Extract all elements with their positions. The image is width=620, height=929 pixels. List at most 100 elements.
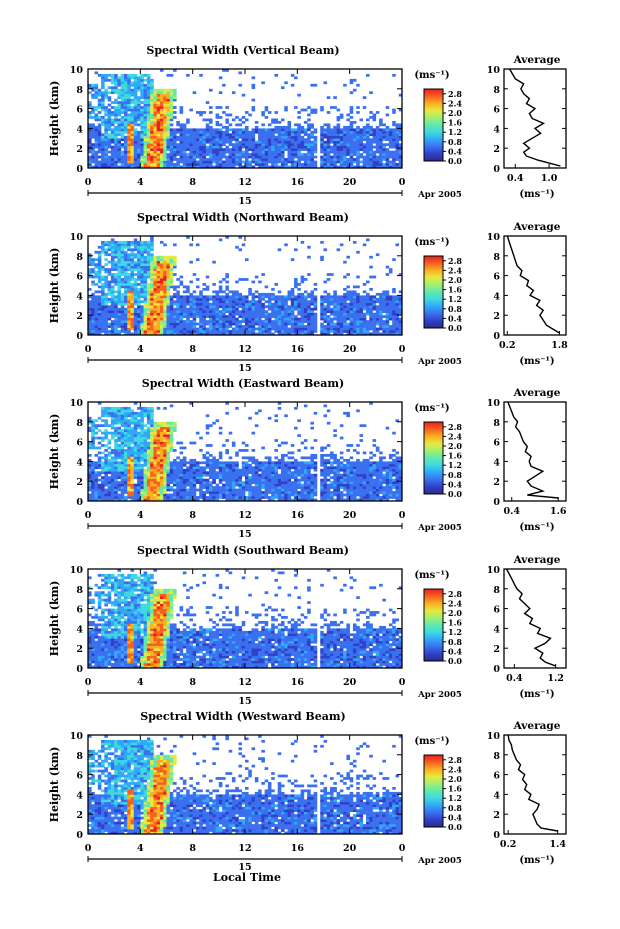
heatmap-cell xyxy=(114,498,118,502)
heatmap-cell xyxy=(369,310,373,314)
heatmap-cell xyxy=(382,295,386,299)
heatmap-cell xyxy=(101,275,105,279)
heatmap-cell xyxy=(287,165,292,169)
heatmap-cell xyxy=(88,453,92,457)
heatmap-cell xyxy=(231,135,236,139)
heatmap-cell xyxy=(117,255,122,259)
heatmap-cell xyxy=(156,103,161,107)
heatmap-cell xyxy=(127,73,131,77)
heatmap-cell xyxy=(235,160,239,164)
heatmap-cell xyxy=(166,332,171,336)
heatmap-cell xyxy=(91,439,95,442)
heatmap-cell xyxy=(114,140,118,144)
heatmap-cell xyxy=(156,325,161,328)
heatmap-cell xyxy=(153,133,157,137)
heatmap-cell xyxy=(107,138,112,142)
heatmap-cell xyxy=(146,302,151,306)
heatmap-cell xyxy=(143,451,148,455)
heatmap-cell xyxy=(163,150,167,154)
heatmap-cell xyxy=(88,496,92,499)
heatmap-cell xyxy=(117,148,122,151)
heatmap-cell xyxy=(382,143,386,147)
heatmap-cell xyxy=(231,305,236,309)
heatmap-cell xyxy=(114,476,118,480)
heatmap-cell xyxy=(300,128,305,132)
heatmap-cell xyxy=(271,305,275,309)
heatmap-cell xyxy=(137,317,141,321)
heatmap-cell xyxy=(97,491,102,494)
heatmap-cell xyxy=(120,273,125,276)
heatmap-cell xyxy=(159,317,164,321)
heatmap-cell xyxy=(395,135,400,139)
heatmap-cell xyxy=(104,145,108,149)
heatmap-cell xyxy=(186,155,190,159)
heatmap-cell xyxy=(143,498,148,502)
heatmap-cell xyxy=(189,322,193,326)
heatmap-cell xyxy=(346,295,350,299)
heatmap-cell xyxy=(120,128,125,132)
heatmap-cell xyxy=(277,248,282,252)
heatmap-cell xyxy=(91,123,95,127)
heatmap-cell xyxy=(130,486,135,489)
heatmap-cell xyxy=(150,456,154,460)
heatmap-cell xyxy=(195,297,200,301)
heatmap-cell xyxy=(189,315,193,318)
heatmap-cell xyxy=(146,98,151,102)
heatmap-cell xyxy=(91,471,95,475)
heatmap-cell xyxy=(133,268,138,271)
heatmap-cell xyxy=(320,160,324,164)
heatmap-cell xyxy=(343,145,347,149)
heatmap-cell xyxy=(186,130,190,134)
heatmap-cell xyxy=(146,265,151,269)
heatmap-cell xyxy=(330,297,334,301)
heatmap-cell xyxy=(133,138,138,142)
heatmap-cell xyxy=(159,268,164,271)
heatmap-cell xyxy=(320,325,324,328)
heatmap-cell xyxy=(163,88,167,92)
heatmap-cell xyxy=(215,145,220,149)
heatmap-cell xyxy=(120,86,125,90)
heatmap-cell xyxy=(241,295,246,299)
heatmap-cell xyxy=(94,91,99,95)
heatmap-cell xyxy=(130,431,135,435)
heatmap-cell xyxy=(359,145,364,149)
heatmap-cell xyxy=(189,307,193,311)
heatmap-cell xyxy=(369,158,373,161)
heatmap-cell xyxy=(209,317,213,321)
heatmap-cell xyxy=(280,300,285,304)
heatmap-cell xyxy=(88,163,92,166)
heatmap-cell xyxy=(222,297,226,301)
heatmap-cell xyxy=(294,138,298,142)
heatmap-cell xyxy=(385,128,390,132)
heatmap-cell xyxy=(326,310,331,314)
heatmap-cell xyxy=(91,429,95,432)
heatmap-cell xyxy=(313,312,318,316)
heatmap-cell xyxy=(117,265,122,269)
heatmap-cell xyxy=(346,285,350,289)
heatmap-cell xyxy=(261,145,265,149)
heatmap-cell xyxy=(150,260,154,264)
heatmap-cell xyxy=(182,302,187,306)
heatmap-cell xyxy=(290,158,295,161)
heatmap-cell xyxy=(339,322,344,326)
heatmap-cell xyxy=(150,258,154,262)
heatmap-cell xyxy=(127,106,131,109)
heatmap-cell xyxy=(146,165,151,169)
heatmap-cell xyxy=(176,295,180,299)
heatmap-cell xyxy=(287,155,292,159)
heatmap-cell xyxy=(179,165,184,169)
heatmap-cell xyxy=(280,302,285,306)
heatmap-cell xyxy=(336,125,341,129)
heatmap-cell xyxy=(156,302,161,306)
heatmap-cell xyxy=(225,325,229,328)
heatmap-cell xyxy=(91,493,95,497)
heatmap-cell xyxy=(117,81,122,85)
heatmap-cell xyxy=(123,155,128,159)
heatmap-cell xyxy=(231,91,236,95)
heatmap-cell xyxy=(323,312,328,316)
heatmap-cell xyxy=(150,330,154,333)
heatmap-cell xyxy=(290,332,295,336)
heatmap-cell xyxy=(150,431,154,435)
heatmap-cell xyxy=(133,76,138,80)
heatmap-cell xyxy=(150,300,154,304)
